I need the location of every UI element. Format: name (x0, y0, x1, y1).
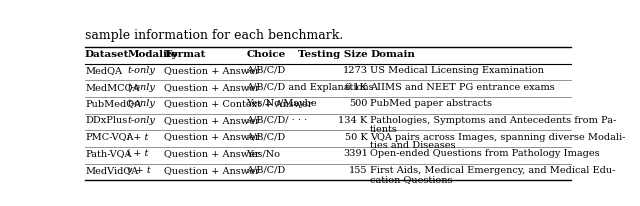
Text: 155: 155 (349, 166, 367, 175)
Text: i + t: i + t (127, 133, 148, 142)
Text: Question + Context + Answer: Question + Context + Answer (164, 99, 313, 108)
Text: PMC-VQA: PMC-VQA (85, 133, 134, 142)
Text: v + t: v + t (127, 166, 151, 175)
Text: US Medical Licensing Examination: US Medical Licensing Examination (370, 66, 544, 75)
Text: Pathologies, Symptoms and Antecedents from Pa-: Pathologies, Symptoms and Antecedents fr… (370, 116, 616, 125)
Text: Yes/No: Yes/No (246, 149, 280, 158)
Text: Yes/No/Maybe: Yes/No/Maybe (246, 99, 317, 108)
Text: Choice: Choice (246, 50, 285, 59)
Text: DDxPlus: DDxPlus (85, 116, 127, 125)
Text: 6.1K: 6.1K (345, 83, 367, 92)
Text: Format: Format (164, 50, 205, 59)
Text: 1273: 1273 (342, 66, 367, 75)
Text: A/B/C/D: A/B/C/D (246, 166, 285, 175)
Text: A/B/C/D: A/B/C/D (246, 66, 285, 75)
Text: MedQA: MedQA (85, 66, 122, 75)
Text: A/B/C/D: A/B/C/D (246, 133, 285, 142)
Text: Testing Size: Testing Size (298, 50, 367, 59)
Text: i + t: i + t (127, 149, 148, 158)
Text: 3391: 3391 (343, 149, 367, 158)
Text: PubMed paper abstracts: PubMed paper abstracts (370, 99, 492, 108)
Text: Path-VQA: Path-VQA (85, 149, 131, 158)
Text: sample information for each benchmark.: sample information for each benchmark. (85, 29, 343, 42)
Text: Question + Answer: Question + Answer (164, 116, 260, 125)
Text: Question + Answer: Question + Answer (164, 66, 260, 75)
Text: t-only: t-only (127, 99, 155, 108)
Text: Modality: Modality (127, 50, 178, 59)
Text: ties and Diseases: ties and Diseases (370, 141, 456, 150)
Text: 500: 500 (349, 99, 367, 108)
Text: MedMCQA: MedMCQA (85, 83, 140, 92)
Text: Question + Answer: Question + Answer (164, 166, 260, 175)
Text: Domain: Domain (370, 50, 415, 59)
Text: Question + Answer: Question + Answer (164, 83, 260, 92)
Text: Open-ended Questions from Pathology Images: Open-ended Questions from Pathology Imag… (370, 149, 600, 158)
Text: PubMedQA: PubMedQA (85, 99, 141, 108)
Text: VQA pairs across Images, spanning diverse Modali-: VQA pairs across Images, spanning divers… (370, 133, 625, 142)
Text: First Aids, Medical Emergency, and Medical Edu-: First Aids, Medical Emergency, and Medic… (370, 166, 616, 175)
Text: t-only: t-only (127, 116, 155, 125)
Text: t-only: t-only (127, 83, 155, 92)
Text: MedVidQA: MedVidQA (85, 166, 138, 175)
Text: cation Questions: cation Questions (370, 175, 452, 184)
Text: tients: tients (370, 125, 398, 134)
Text: A/B/C/D/ · · ·: A/B/C/D/ · · · (246, 116, 307, 125)
Text: Question + Answer: Question + Answer (164, 133, 260, 142)
Text: t-only: t-only (127, 66, 155, 75)
Text: Dataset: Dataset (85, 50, 129, 59)
Text: AIIMS and NEET PG entrance exams: AIIMS and NEET PG entrance exams (370, 83, 555, 92)
Text: Question + Answer: Question + Answer (164, 149, 260, 158)
Text: A/B/C/D and Explanations: A/B/C/D and Explanations (246, 83, 374, 92)
Text: 134 K: 134 K (339, 116, 367, 125)
Text: 50 K: 50 K (345, 133, 367, 142)
